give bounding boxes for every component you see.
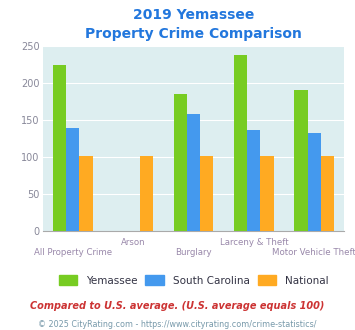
Title: 2019 Yemassee
Property Crime Comparison: 2019 Yemassee Property Crime Comparison xyxy=(85,9,302,41)
Bar xyxy=(307,133,321,231)
Bar xyxy=(53,65,66,231)
Bar xyxy=(66,127,80,231)
Text: Burglary: Burglary xyxy=(175,248,212,257)
Text: Motor Vehicle Theft: Motor Vehicle Theft xyxy=(272,248,355,257)
Bar xyxy=(261,156,274,231)
Bar xyxy=(234,55,247,231)
Text: Compared to U.S. average. (U.S. average equals 100): Compared to U.S. average. (U.S. average … xyxy=(30,301,325,311)
Text: © 2025 CityRating.com - https://www.cityrating.com/crime-statistics/: © 2025 CityRating.com - https://www.city… xyxy=(38,319,317,329)
Legend: Yemassee, South Carolina, National: Yemassee, South Carolina, National xyxy=(54,271,333,290)
Bar xyxy=(187,114,200,231)
Bar xyxy=(247,130,261,231)
Bar xyxy=(80,156,93,231)
Text: Larceny & Theft: Larceny & Theft xyxy=(219,238,288,248)
Bar xyxy=(200,156,213,231)
Bar xyxy=(174,93,187,231)
Bar xyxy=(140,156,153,231)
Text: All Property Crime: All Property Crime xyxy=(34,248,112,257)
Text: Arson: Arson xyxy=(121,238,146,248)
Bar xyxy=(321,156,334,231)
Bar xyxy=(294,90,307,231)
